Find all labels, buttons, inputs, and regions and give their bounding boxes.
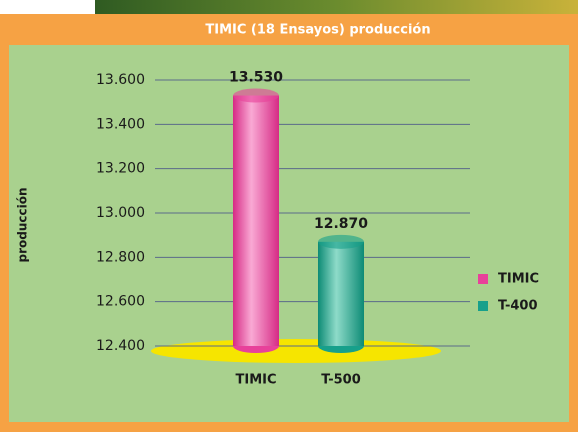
x-tick-label: TIMIC: [235, 373, 276, 388]
y-tick-label: 12.600: [96, 294, 145, 310]
chart-title: TIMIC (18 Ensayos) producción: [205, 23, 430, 38]
bar-top: [233, 89, 279, 103]
photo-strip: [95, 0, 578, 16]
y-tick-label: 13.200: [96, 161, 145, 177]
y-tick-label: 13.000: [96, 205, 145, 221]
legend-label: T-400: [498, 299, 538, 314]
legend-label: TIMIC: [498, 272, 539, 287]
y-tick-label: 12.800: [96, 249, 145, 265]
legend-swatch: [478, 274, 488, 284]
x-tick-label: T-500: [321, 373, 361, 388]
y-tick-label: 12.400: [96, 338, 145, 354]
bar-top: [318, 235, 364, 249]
legend-swatch: [478, 301, 488, 311]
y-axis-label: producción: [16, 187, 30, 262]
value-label: 13.530: [229, 70, 283, 86]
floor: [151, 339, 441, 363]
value-label: 12.870: [314, 216, 368, 232]
plot-panel: [9, 45, 569, 422]
y-tick-label: 13.600: [96, 72, 145, 88]
bar: [233, 96, 279, 346]
chart: TIMIC (18 Ensayos) producción producción…: [0, 0, 578, 432]
y-tick-label: 13.400: [96, 116, 145, 132]
bar: [318, 242, 364, 346]
